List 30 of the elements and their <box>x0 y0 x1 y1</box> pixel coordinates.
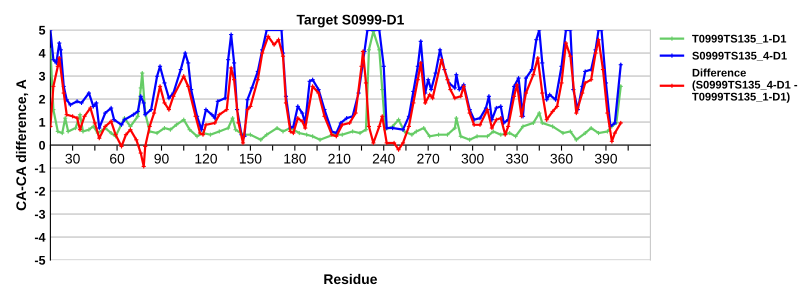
y-axis-title: CA-CA difference, A <box>16 80 28 210</box>
x-tick-label: 30 <box>65 154 80 164</box>
y-tick-label: 4 <box>38 48 46 58</box>
legend-label: S0999TS135_4-D1 <box>692 52 787 61</box>
y-tick-label: 2 <box>39 94 46 104</box>
y-tick-label: -2 <box>34 186 46 196</box>
y-tick-label: 3 <box>38 72 46 81</box>
x-tick-label: 180 <box>284 154 306 164</box>
y-tick-label: 0 <box>39 140 46 150</box>
y-tick-label: 5 <box>38 26 46 35</box>
x-tick-label: 390 <box>594 154 617 164</box>
y-tick-label: -4 <box>34 233 46 242</box>
legend-label: Difference (S0999TS135_4-D1 - T0999TS135_1-D1) <box>692 68 798 103</box>
x-tick-label: 210 <box>328 154 350 164</box>
x-tick-label: 240 <box>372 154 395 164</box>
x-tick-label: 90 <box>154 154 169 164</box>
x-tick-label: 330 <box>506 154 528 164</box>
chart-title: Target S0999-D1 <box>296 14 404 28</box>
x-tick-label: 120 <box>195 154 217 164</box>
legend-label: T0999TS135_1-D1 <box>692 34 786 44</box>
x-tick-label: 150 <box>240 154 262 164</box>
y-tick-label: -5 <box>34 256 46 265</box>
x-tick-label: 270 <box>417 154 440 164</box>
x-tick-label: 300 <box>462 154 484 164</box>
y-tick-label: -1 <box>34 164 46 173</box>
x-tick-label: 60 <box>110 154 124 164</box>
y-tick-label: 1 <box>39 118 46 127</box>
x-axis-title: Residue <box>324 274 377 284</box>
y-tick-label: -3 <box>34 210 46 219</box>
x-tick-label: 360 <box>550 154 573 164</box>
